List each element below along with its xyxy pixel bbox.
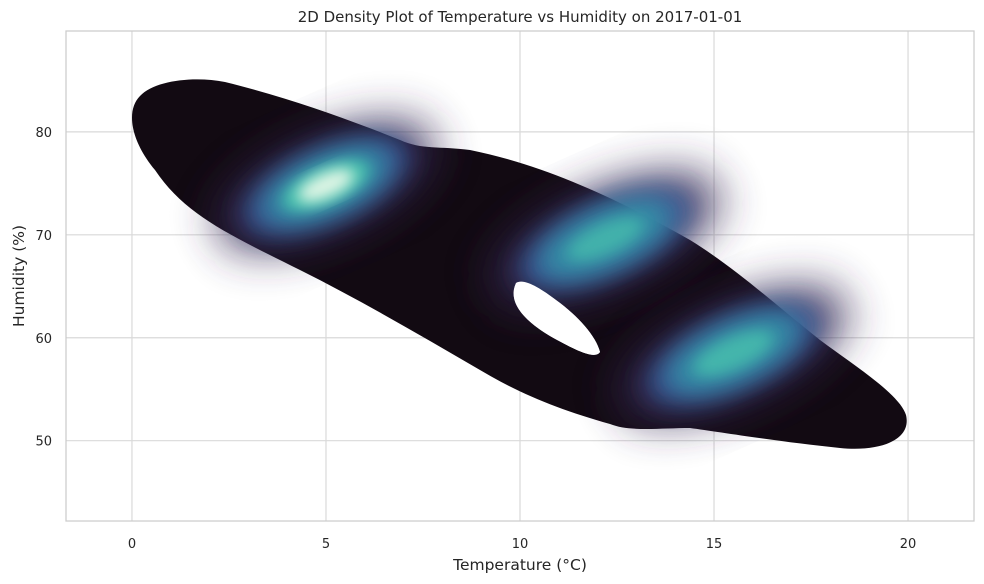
density-field — [132, 79, 907, 449]
x-axis-label: Temperature (°C) — [452, 556, 587, 574]
x-tick-label: 5 — [322, 537, 330, 552]
y-tick-label: 50 — [35, 435, 52, 450]
density-cluster — [618, 285, 849, 422]
density-level — [298, 169, 354, 202]
density-hole — [513, 281, 600, 355]
x-tick-label: 20 — [900, 537, 917, 552]
x-tick-label: 0 — [128, 537, 136, 552]
density-cluster — [490, 170, 721, 307]
density-level — [694, 331, 773, 376]
y-tick-label: 70 — [35, 229, 52, 244]
density-cluster — [216, 119, 436, 252]
y-tick-label: 60 — [35, 332, 52, 347]
y-tick-label: 80 — [35, 126, 52, 141]
x-tick-label: 10 — [512, 537, 529, 552]
chart-title: 2D Density Plot of Temperature vs Humidi… — [298, 8, 743, 26]
plot-frame — [65, 30, 975, 522]
x-tick-label: 15 — [706, 537, 723, 552]
density-level — [568, 217, 643, 260]
tick-labels: 0 5 10 15 20 50 60 70 80 — [35, 126, 916, 552]
y-axis-label: Humidity (%) — [10, 225, 28, 327]
